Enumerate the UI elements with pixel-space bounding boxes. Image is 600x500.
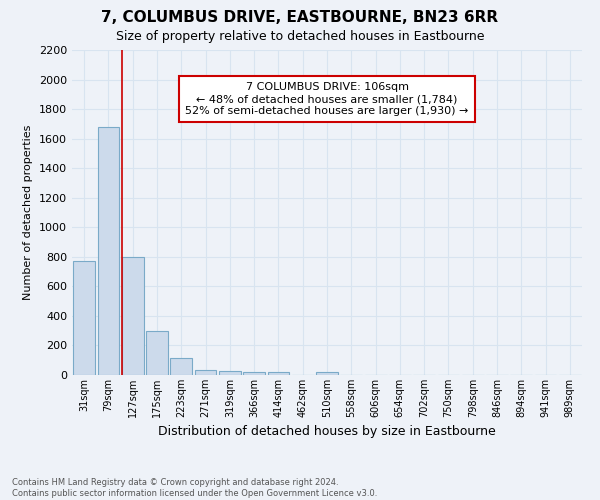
Bar xyxy=(243,372,265,375)
Text: 7 COLUMBUS DRIVE: 106sqm
← 48% of detached houses are smaller (1,784)
52% of sem: 7 COLUMBUS DRIVE: 106sqm ← 48% of detach… xyxy=(185,82,469,116)
Y-axis label: Number of detached properties: Number of detached properties xyxy=(23,125,34,300)
Text: 7, COLUMBUS DRIVE, EASTBOURNE, BN23 6RR: 7, COLUMBUS DRIVE, EASTBOURNE, BN23 6RR xyxy=(101,10,499,25)
Bar xyxy=(170,358,192,375)
Bar xyxy=(268,372,289,375)
X-axis label: Distribution of detached houses by size in Eastbourne: Distribution of detached houses by size … xyxy=(158,426,496,438)
Bar xyxy=(194,370,217,375)
Bar xyxy=(146,330,168,375)
Text: Contains HM Land Registry data © Crown copyright and database right 2024.
Contai: Contains HM Land Registry data © Crown c… xyxy=(12,478,377,498)
Bar xyxy=(316,372,338,375)
Bar xyxy=(122,257,143,375)
Bar xyxy=(219,371,241,375)
Text: Size of property relative to detached houses in Eastbourne: Size of property relative to detached ho… xyxy=(116,30,484,43)
Bar xyxy=(97,127,119,375)
Bar xyxy=(73,261,95,375)
